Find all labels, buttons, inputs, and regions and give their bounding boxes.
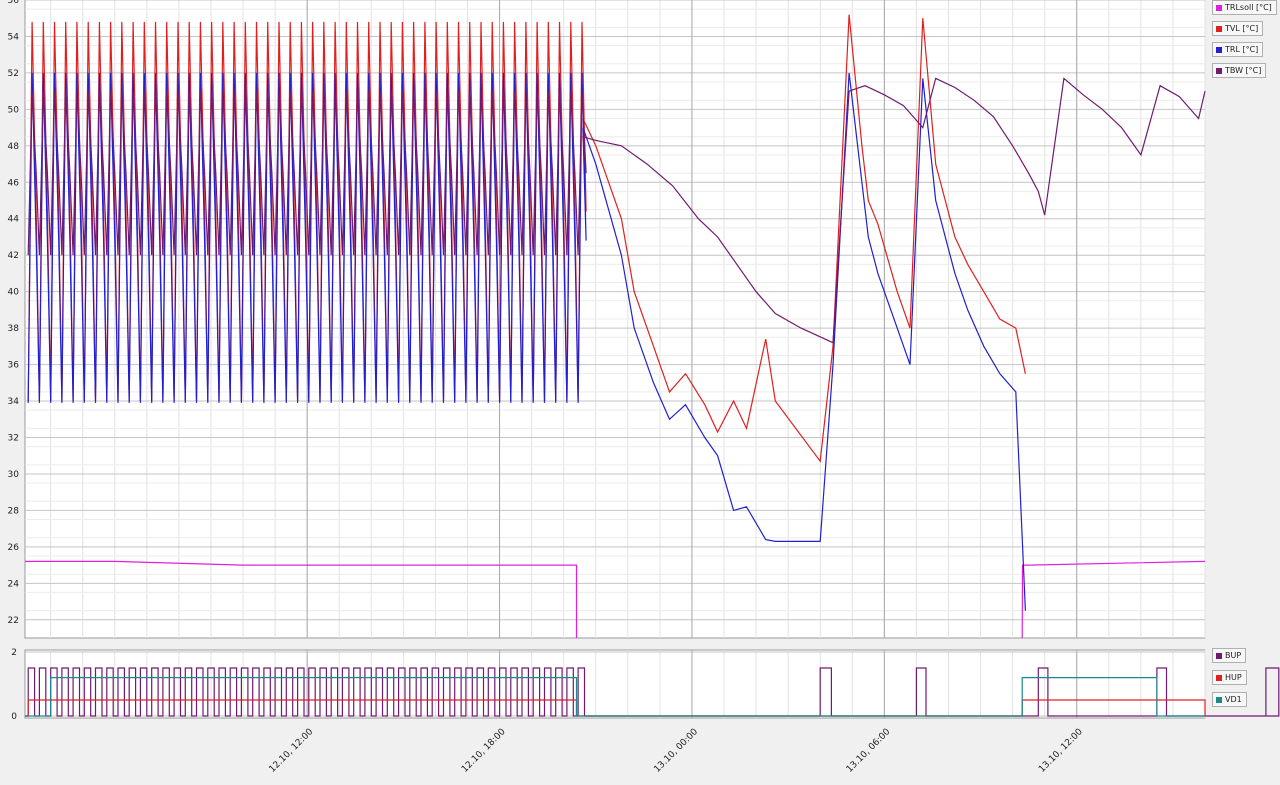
- legend-label: TBW [°C]: [1225, 66, 1262, 75]
- x-tick-label: 12.10, 12:00: [268, 727, 316, 775]
- legend-label: HUP: [1225, 673, 1242, 682]
- y-tick-label: 52: [8, 69, 19, 79]
- y-tick-label: 38: [8, 324, 20, 334]
- y-tick-label: 32: [8, 433, 19, 443]
- legend-label: TRL [°C]: [1225, 45, 1259, 54]
- legend-item: BUP: [1212, 648, 1247, 663]
- series-line-tbw: [27, 77, 1206, 344]
- y-tick-label: 2: [11, 648, 17, 658]
- y-tick-label: 22: [8, 616, 19, 626]
- legend-label: TVL [°C]: [1225, 24, 1259, 33]
- legend-swatch: [1216, 674, 1222, 681]
- y-tick-label: 48: [8, 142, 20, 152]
- legend-swatch: [1216, 696, 1222, 703]
- x-tick-label: 13.10, 12:00: [1037, 727, 1085, 775]
- x-tick-label: 13.10, 06:00: [845, 727, 893, 775]
- legend-swatch: [1216, 46, 1222, 53]
- legend-item: TRL [°C]: [1212, 42, 1264, 57]
- trace-bup: [25, 667, 1280, 717]
- y-tick-label: 42: [8, 251, 19, 261]
- y-tick-label: 24: [8, 579, 20, 589]
- legend-swatch: [1216, 4, 1222, 11]
- legend-swatch: [1216, 25, 1222, 32]
- trace-vd1: [25, 677, 1205, 717]
- x-tick-label: 12.10, 18:00: [460, 727, 508, 775]
- y-tick-label: 44: [8, 215, 20, 225]
- x-tick-label: 13.10, 00:00: [652, 727, 700, 775]
- y-tick-label: 28: [8, 506, 20, 516]
- legend-label: VD1: [1225, 695, 1242, 704]
- y-tick-label: 40: [8, 288, 20, 298]
- legend-label: TRLsoll [°C]: [1225, 3, 1272, 12]
- legend-item: TRLsoll [°C]: [1212, 0, 1277, 15]
- series-group: [25, 14, 1206, 639]
- y-tick-label: 56: [8, 0, 20, 6]
- y-tick-label: 46: [8, 178, 20, 188]
- series-line-trlsoll: [25, 560, 1206, 639]
- legend-item: TBW [°C]: [1212, 63, 1267, 78]
- plot-area-bottom: [24, 649, 1206, 719]
- y-tick-label: 34: [8, 397, 20, 407]
- pump-traces: [25, 667, 1280, 717]
- y-tick-label: 50: [8, 105, 20, 115]
- legend-item: TVL [°C]: [1212, 21, 1264, 36]
- legend-label: BUP: [1225, 651, 1242, 660]
- y-tick-label: 26: [8, 543, 20, 553]
- legend-item: HUP: [1212, 670, 1247, 685]
- y-tick-label: 30: [8, 470, 20, 480]
- legend-item: VD1: [1212, 692, 1247, 707]
- legend-swatch: [1216, 652, 1222, 659]
- legend-swatch: [1216, 67, 1222, 74]
- y-tick-label: 54: [8, 32, 20, 42]
- y-tick-label: 36: [8, 361, 20, 371]
- y-tick-label: 0: [11, 712, 17, 722]
